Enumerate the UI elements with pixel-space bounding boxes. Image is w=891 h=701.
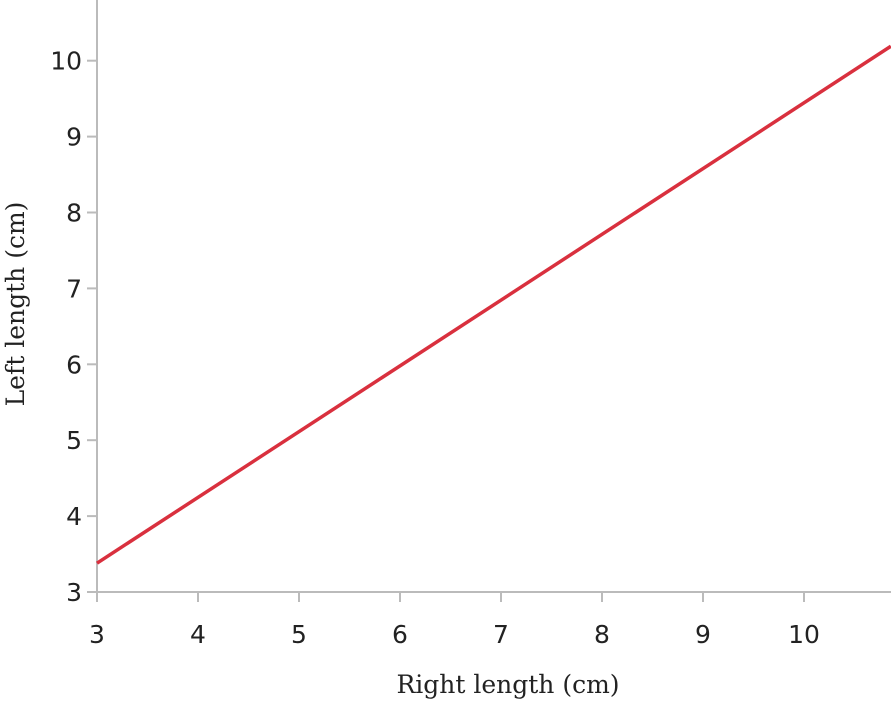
x-tick-label: 9 — [695, 620, 711, 649]
x-tick-label: 7 — [493, 620, 509, 649]
y-tick-label: 3 — [66, 578, 82, 607]
y-tick-label: 4 — [66, 502, 82, 531]
x-tick-label: 6 — [392, 620, 408, 649]
series-line — [96, 44, 891, 565]
y-tick-label: 10 — [50, 47, 82, 76]
y-tick-label: 7 — [66, 274, 82, 303]
y-tick-label: 8 — [66, 199, 82, 228]
y-tick-label: 5 — [66, 426, 82, 455]
x-tick-label: 8 — [594, 620, 610, 649]
x-tick-label: 11 — [889, 620, 891, 649]
y-tick-label: 6 — [66, 350, 82, 379]
x-tick-label: 4 — [190, 620, 206, 649]
x-tick-label: 3 — [89, 620, 105, 649]
x-axis-label: Right length (cm) — [396, 670, 619, 699]
x-tick-label: 10 — [788, 620, 820, 649]
y-tick-label: 9 — [66, 123, 82, 152]
x-tick-label: 5 — [291, 620, 307, 649]
y-axis-label: Left length (cm) — [1, 202, 30, 407]
